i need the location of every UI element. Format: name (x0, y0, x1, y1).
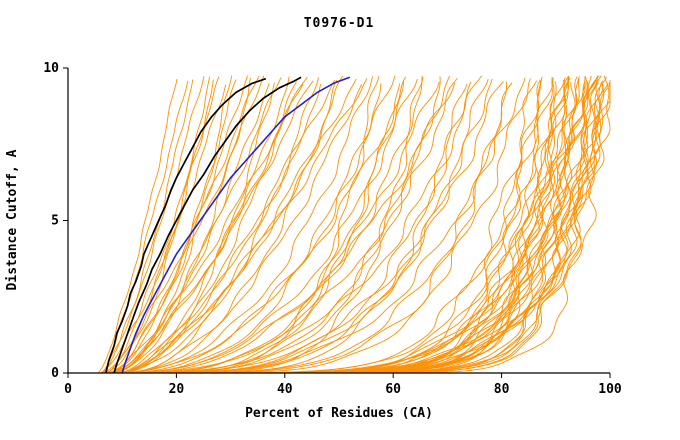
chart-title: T0976-D1 (304, 16, 375, 31)
model-curve (102, 76, 205, 374)
model-curve (113, 75, 265, 374)
model-curve (116, 82, 275, 374)
model-blue (121, 76, 351, 374)
model-curve (122, 75, 483, 374)
model-curve (127, 82, 600, 374)
model-curve (119, 79, 338, 374)
model-curve (103, 78, 569, 374)
model-curve (97, 76, 599, 374)
x-tick-label: 20 (169, 382, 185, 397)
model-curve (124, 81, 440, 374)
model-curve (119, 76, 607, 374)
model-curve (124, 78, 368, 374)
model-curve (108, 77, 554, 374)
model-curve (119, 82, 513, 374)
y-axis-label: Distance Cutoff, A (5, 149, 20, 290)
model-curve (105, 76, 374, 374)
model-curve (119, 75, 600, 374)
x-tick-label: 60 (385, 382, 401, 397)
model-curve (105, 76, 380, 374)
model-curve (114, 79, 542, 374)
model-curve (108, 76, 220, 374)
model-curve (116, 78, 357, 374)
model-curve (103, 79, 565, 374)
model-curve (97, 78, 178, 374)
model-curve (111, 80, 314, 374)
model-curve (114, 78, 418, 374)
model-curve (111, 76, 570, 374)
model-curve (102, 80, 189, 374)
model-curve (113, 77, 282, 374)
model-curve (111, 76, 407, 374)
y-tick-label: 5 (51, 214, 59, 229)
model-curve (100, 79, 194, 374)
axis-layer: 0 20 40 60 80 100 0 5 10 (43, 61, 622, 397)
model-curve (114, 81, 504, 374)
model-black-2 (113, 76, 302, 374)
model-curve (116, 81, 611, 374)
model-curve (119, 76, 308, 374)
model-curve (124, 77, 526, 374)
model-curve (95, 80, 538, 374)
model-curve (108, 75, 598, 374)
model-curve (105, 75, 233, 374)
curves-layer (95, 75, 611, 374)
model-curve (119, 75, 611, 374)
y-tick-label: 0 (51, 366, 59, 381)
x-tick-label: 100 (598, 382, 622, 397)
model-curve (105, 80, 604, 374)
model-curve (127, 78, 531, 374)
model-curve (116, 81, 472, 374)
model-curve (111, 78, 458, 374)
model-curve (122, 77, 566, 374)
model-curve (116, 75, 396, 374)
model-curve (114, 75, 344, 374)
model-curve (122, 76, 441, 374)
x-axis-label: Percent of Residues (CA) (245, 406, 433, 421)
model-curve (100, 76, 578, 374)
model-curve (122, 83, 363, 374)
model-curve (100, 84, 227, 374)
model-curve (127, 78, 493, 374)
model-curve (108, 75, 451, 374)
model-curve (119, 75, 423, 374)
model-curve (103, 76, 260, 374)
model-curve (127, 83, 468, 374)
model-curve (127, 77, 319, 374)
model-curve (111, 77, 251, 374)
model-curve (122, 81, 297, 374)
model-curve (105, 83, 270, 374)
model-curve (97, 76, 569, 374)
model-curve (100, 76, 543, 374)
model-curve (116, 77, 424, 374)
model-curve (111, 76, 588, 374)
y-tick-label: 10 (43, 61, 59, 76)
model-curve (116, 78, 489, 374)
x-tick-label: 0 (64, 382, 72, 397)
model-curve (122, 79, 335, 374)
model-curve (124, 80, 611, 374)
model-black-1 (105, 77, 267, 374)
x-tick-label: 40 (277, 382, 293, 397)
x-tick-label: 80 (494, 382, 510, 397)
model-curve (127, 75, 570, 374)
model-curve (116, 82, 456, 374)
model-curve (116, 81, 557, 374)
model-curve (122, 75, 580, 374)
model-curve (122, 81, 508, 374)
model-curve (111, 83, 401, 374)
